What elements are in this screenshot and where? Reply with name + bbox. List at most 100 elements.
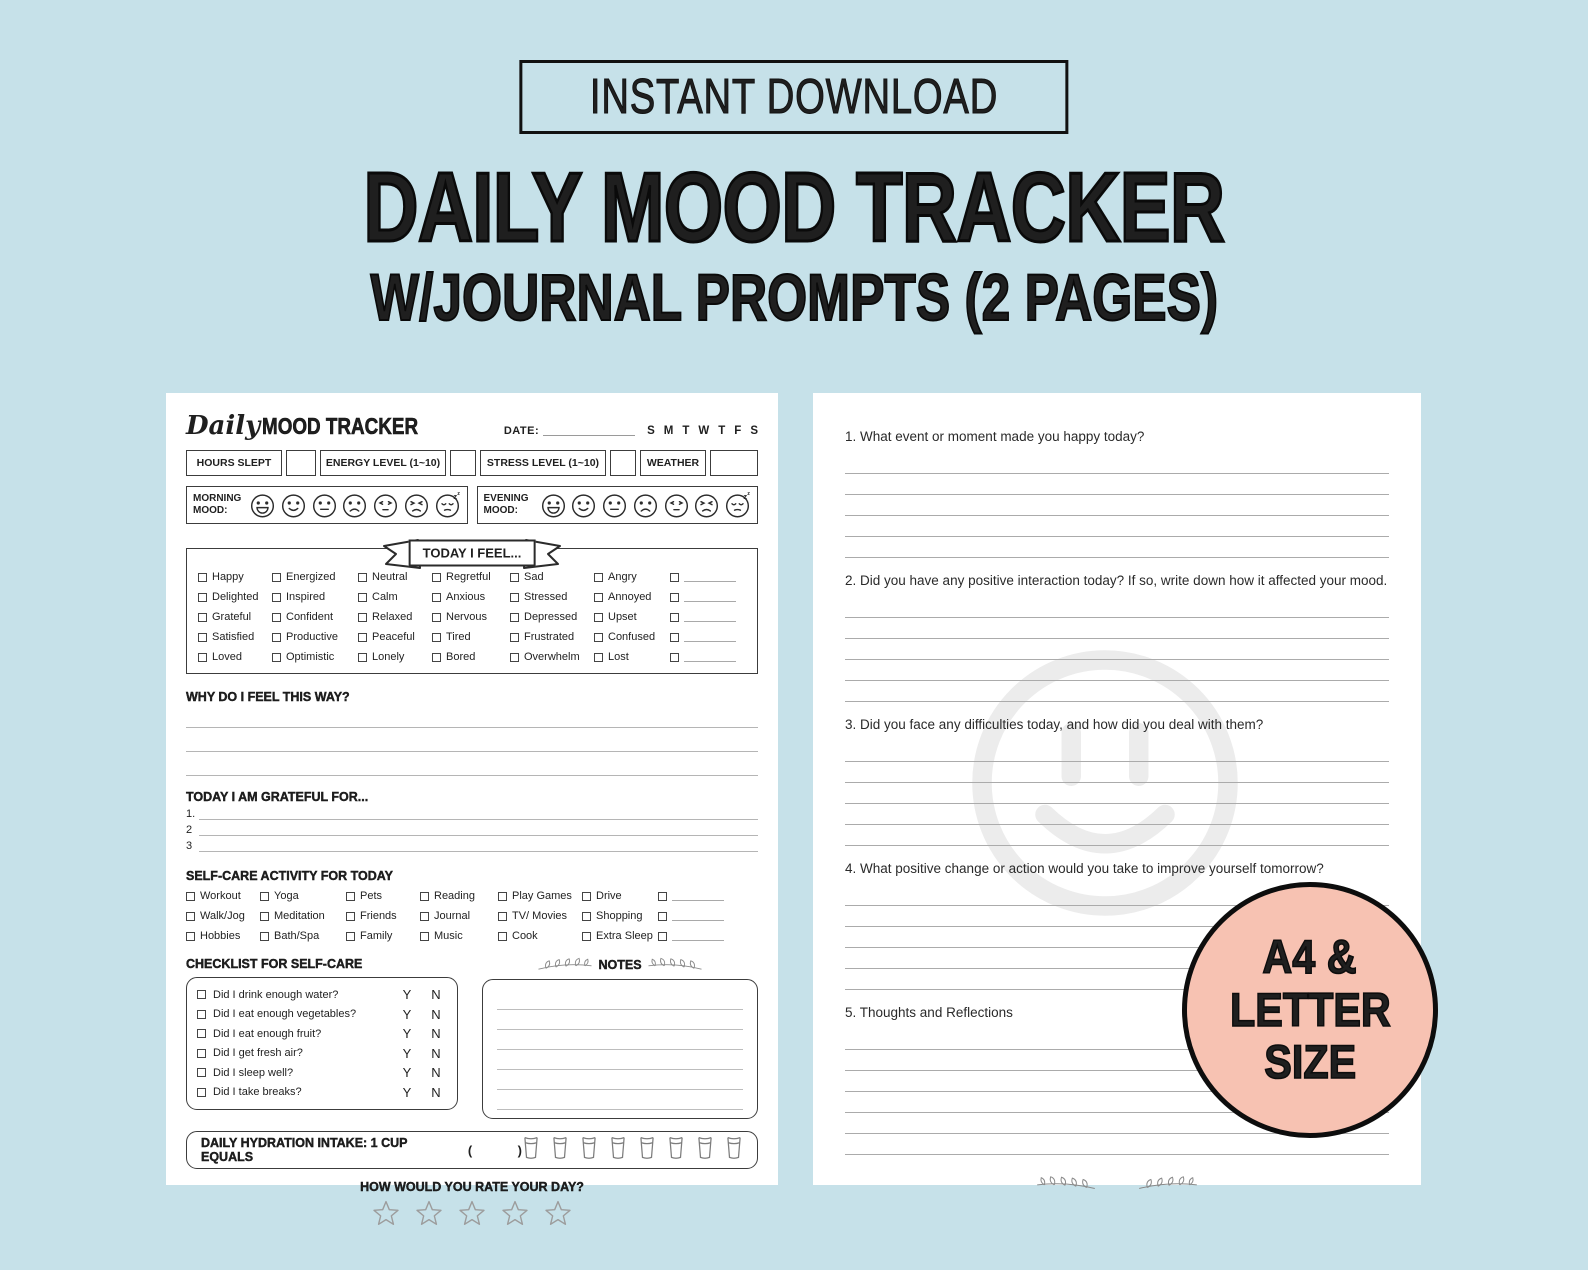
checkbox-icon bbox=[670, 632, 679, 642]
title-line-2: W/JOURNAL PROMPTS (2 PAGES) bbox=[369, 260, 1218, 334]
laurel-decoration-icon bbox=[845, 1175, 1389, 1193]
feeling-option-label: Inspired bbox=[286, 591, 326, 603]
checkbox-icon bbox=[346, 911, 355, 921]
smiley-watermark-icon bbox=[955, 633, 1255, 938]
water-cup-icon bbox=[638, 1135, 656, 1165]
star-icon bbox=[544, 1199, 572, 1232]
stress-level-field bbox=[610, 450, 636, 476]
title-line-1: DAILY MOOD TRACKER bbox=[362, 152, 1226, 262]
checkbox-icon bbox=[197, 1068, 206, 1078]
selfcare-option-label: Shopping bbox=[596, 910, 643, 922]
angry-face-icon bbox=[693, 492, 720, 519]
journal-questions: 1. What event or moment made you happy t… bbox=[845, 429, 1389, 1155]
feeling-option-label: Energized bbox=[286, 571, 336, 583]
feeling-write-in bbox=[670, 571, 746, 583]
write-in-line bbox=[672, 911, 724, 921]
feeling-option-label: Calm bbox=[372, 591, 398, 603]
feeling-option-label: Upset bbox=[608, 611, 637, 623]
date-write-line bbox=[543, 435, 636, 436]
checklist-item: Did I eat enough fruit? Y N bbox=[197, 1024, 447, 1044]
checkbox-icon bbox=[594, 652, 603, 662]
checkbox-icon bbox=[260, 891, 269, 901]
checkbox-icon bbox=[197, 990, 206, 1000]
checkbox-icon bbox=[358, 632, 367, 642]
checkbox-icon bbox=[432, 612, 441, 622]
grateful-number: 2 bbox=[186, 824, 193, 836]
selfcare-option-label: Drive bbox=[596, 890, 622, 902]
checkbox-icon bbox=[658, 911, 667, 921]
selfcare-option-label: Play Games bbox=[512, 890, 572, 902]
feeling-option: Nervous bbox=[432, 611, 506, 623]
today-i-feel-section: TODAY I FEEL... Happy Energized Neutral Reg… bbox=[186, 539, 758, 674]
selfcare-option-label: Family bbox=[360, 930, 393, 942]
feeling-option: Productive bbox=[272, 631, 354, 643]
water-cup-icon bbox=[609, 1135, 627, 1165]
feeling-option-label: Annoyed bbox=[608, 591, 652, 603]
tracker-title: DailyMOOD TRACKER bbox=[186, 411, 453, 441]
checklist-question: Did I get fresh air? bbox=[213, 1047, 303, 1060]
feeling-option-label: Loved bbox=[212, 651, 242, 663]
checkbox-icon bbox=[186, 911, 195, 921]
svg-text:z: z bbox=[453, 492, 457, 501]
selfcare-option-label: Yoga bbox=[274, 890, 299, 902]
checklist-section: CHECKLIST FOR SELF-CARE Did I drink enou… bbox=[186, 957, 458, 1119]
checkbox-icon bbox=[358, 612, 367, 622]
checkbox-icon bbox=[670, 612, 679, 622]
selfcare-option-label: Hobbies bbox=[200, 930, 241, 942]
frown-face-icon bbox=[341, 492, 368, 519]
write-in-line bbox=[845, 783, 1389, 804]
checkbox-icon bbox=[432, 632, 441, 642]
today-i-feel-banner: TODAY I FEEL... bbox=[374, 533, 570, 573]
feeling-option-label: Regretful bbox=[446, 571, 491, 583]
energy-level-label: ENERGY LEVEL (1~10) bbox=[320, 450, 446, 476]
notes-box bbox=[482, 979, 758, 1119]
notes-section: NOTES bbox=[482, 957, 758, 1119]
write-in-line bbox=[672, 931, 724, 941]
write-in-line bbox=[845, 741, 1389, 762]
feeling-write-in bbox=[670, 591, 746, 603]
write-in-line bbox=[672, 891, 724, 901]
selfcare-option: Hobbies bbox=[186, 930, 256, 942]
star-icon bbox=[501, 1199, 529, 1232]
grateful-item: 2 bbox=[186, 820, 758, 836]
checkbox-icon bbox=[346, 931, 355, 941]
journal-question-block: 3. Did you face any difficulties today, … bbox=[845, 717, 1389, 846]
write-in-line bbox=[845, 804, 1389, 825]
checkbox-icon bbox=[198, 572, 207, 582]
write-in-line bbox=[684, 572, 736, 582]
stress-level-label: STRESS LEVEL (1~10) bbox=[480, 450, 606, 476]
write-in-line bbox=[199, 835, 758, 836]
write-in-line bbox=[497, 1050, 743, 1070]
journal-question-block: 1. What event or moment made you happy t… bbox=[845, 429, 1389, 558]
write-in-line bbox=[684, 652, 736, 662]
feeling-option-label: Satisfied bbox=[212, 631, 255, 643]
feeling-option-label: Stressed bbox=[524, 591, 568, 603]
checkbox-icon bbox=[260, 931, 269, 941]
weekday-letter: T bbox=[718, 425, 726, 437]
rating-label: HOW WOULD YOU RATE YOUR DAY? bbox=[360, 1180, 584, 1194]
journal-question: 3. Did you face any difficulties today, … bbox=[845, 717, 1264, 732]
checkbox-icon bbox=[582, 911, 591, 921]
journal-question: 2. Did you have any positive interaction… bbox=[845, 573, 1388, 588]
write-in-line bbox=[497, 990, 743, 1010]
checkbox-icon bbox=[510, 652, 519, 662]
selfcare-option-label: Workout bbox=[200, 890, 241, 902]
selfcare-option: Reading bbox=[420, 890, 494, 902]
leaf-branch-icon bbox=[646, 956, 704, 974]
feeling-write-in bbox=[670, 631, 746, 643]
feeling-option-label: Confused bbox=[608, 631, 656, 643]
feeling-option: Tired bbox=[432, 631, 506, 643]
checkbox-icon bbox=[198, 632, 207, 642]
write-in-line bbox=[845, 927, 1389, 948]
checklist-item: Did I take breaks? Y N bbox=[197, 1083, 447, 1103]
selfcare-grid: Workout Yoga Pets Reading Play Games Drive Wal… bbox=[186, 890, 758, 942]
size-badge: A4 & LETTER SIZE bbox=[1182, 882, 1438, 1138]
write-in-line bbox=[684, 632, 736, 642]
no-option: N bbox=[431, 1006, 441, 1022]
selfcare-option: Play Games bbox=[498, 890, 578, 902]
